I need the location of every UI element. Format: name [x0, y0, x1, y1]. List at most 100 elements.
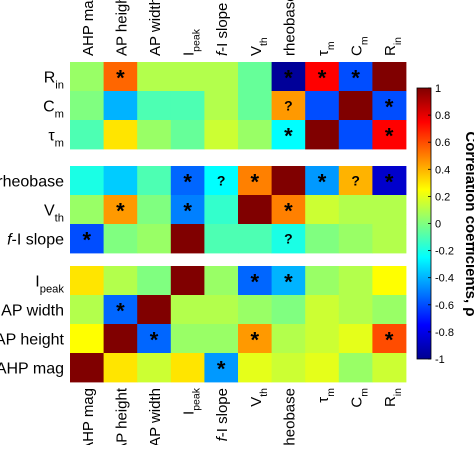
top-column-label: AHP mag [80, 0, 97, 56]
trend-marker: ? [351, 173, 360, 189]
significance-star: * [284, 270, 293, 295]
trend-marker: ? [217, 173, 226, 189]
row-label: Vth [44, 203, 64, 225]
heatmap-cell [170, 91, 205, 121]
heatmap-cell [103, 295, 138, 325]
heatmap-cell [204, 295, 239, 325]
heatmap-cell [338, 324, 373, 354]
heatmap-cell [305, 195, 340, 225]
row-label: Ipeak [35, 274, 64, 296]
top-axis-labels: AHP mag AP height AP width Ipeak f-I slope Vt… [80, 0, 404, 56]
heatmap-cell [170, 266, 205, 296]
colorbar-tick-label: 0.2 [435, 191, 450, 203]
heatmap-cell [305, 324, 340, 354]
heatmap-cell [70, 166, 104, 196]
heatmap-cell [103, 120, 138, 150]
top-column-label: AP height [113, 0, 130, 56]
significance-star: * [183, 199, 192, 224]
heatmap-cell [137, 195, 172, 225]
heatmap-cell [70, 324, 104, 354]
heatmap-cell [271, 224, 306, 254]
row-label: τm [48, 128, 64, 150]
heatmap-cell [204, 324, 239, 354]
heatmap-cell [204, 91, 239, 121]
heatmap-cell [238, 224, 272, 254]
heatmap-cell [103, 91, 138, 121]
heatmap-cell [271, 195, 306, 225]
heatmap-cell [204, 353, 239, 383]
significance-star: * [318, 170, 327, 195]
significance-star: * [385, 124, 394, 149]
heatmap-cell [70, 120, 104, 150]
significance-star: * [150, 328, 159, 353]
heatmap-cell [372, 120, 407, 150]
heatmap-cell [372, 324, 407, 354]
bottom-column-label: Ipeak [181, 387, 203, 415]
row-label: AHP mag [0, 361, 64, 378]
heatmap-cell [70, 224, 104, 254]
heatmap-cell [204, 120, 239, 150]
significance-star: * [116, 66, 125, 91]
significance-star: * [251, 170, 260, 195]
significance-star: * [83, 228, 92, 253]
significance-star: * [116, 199, 125, 224]
significance-star: * [251, 270, 260, 295]
heatmap-cell [305, 120, 340, 150]
heatmap-cell [338, 62, 373, 92]
top-column-label: AP width [147, 0, 164, 56]
heatmap-cell [305, 224, 340, 254]
heatmap-cell [204, 166, 239, 196]
significance-star: * [284, 66, 293, 91]
heatmap-cell [204, 62, 239, 92]
heatmap-cell [137, 166, 172, 196]
row-label: rheobase [0, 174, 64, 191]
bottom-column-label: AHP mag [80, 388, 97, 445]
bottom-column-label: AP height [113, 387, 130, 445]
heatmap-cell [305, 295, 340, 325]
colorbar-tick-label: -0.6 [435, 300, 454, 312]
colorbar-tick-label: 0.6 [435, 137, 450, 149]
heatmap-cell [238, 120, 272, 150]
heatmap-cell [70, 295, 104, 325]
heatmap-cells [70, 62, 407, 383]
significance-star: * [385, 328, 394, 353]
colorbar-tick-label: 0.8 [435, 110, 450, 122]
heatmap-cell [70, 195, 104, 225]
top-column-label: f-I slope [214, 3, 231, 56]
heatmap-cell [170, 120, 205, 150]
colorbar-tick-label: -0.2 [435, 246, 454, 258]
bottom-column-label: Cm [349, 388, 371, 408]
heatmap-cell [338, 120, 373, 150]
heatmap-cell [103, 195, 138, 225]
heatmap-cell [137, 353, 172, 383]
significance-markers: * * * *? * * * *? * *? * * * * * ? * * * * * * * [83, 66, 394, 382]
heatmap-cell [372, 195, 407, 225]
heatmap-cell [238, 62, 272, 92]
colorbar-tick-label: -0.4 [435, 273, 454, 285]
heatmap-cell [372, 166, 407, 196]
heatmap-cell [338, 353, 373, 383]
heatmap-cell [271, 266, 306, 296]
significance-star: * [318, 66, 327, 91]
heatmap-cell [103, 324, 138, 354]
heatmap-cell [170, 353, 205, 383]
heatmap-cell [238, 91, 272, 121]
colorbar-tick-label: 1 [435, 83, 441, 95]
colorbar-tick-label: -1 [435, 354, 445, 366]
top-column-label: Rin [382, 37, 404, 56]
significance-star: * [251, 328, 260, 353]
heatmap-cell [103, 166, 138, 196]
significance-star: * [385, 170, 394, 195]
heatmap-cell [271, 295, 306, 325]
heatmap-cell [70, 353, 104, 383]
heatmap-cell [372, 224, 407, 254]
top-column-label: rheobase [281, 0, 298, 56]
heatmap-cell [170, 195, 205, 225]
heatmap-cell [137, 224, 172, 254]
heatmap-cell [338, 91, 373, 121]
row-label: Cm [43, 99, 64, 121]
heatmap-cell [70, 266, 104, 296]
heatmap-cell [204, 195, 239, 225]
heatmap-cell [238, 195, 272, 225]
